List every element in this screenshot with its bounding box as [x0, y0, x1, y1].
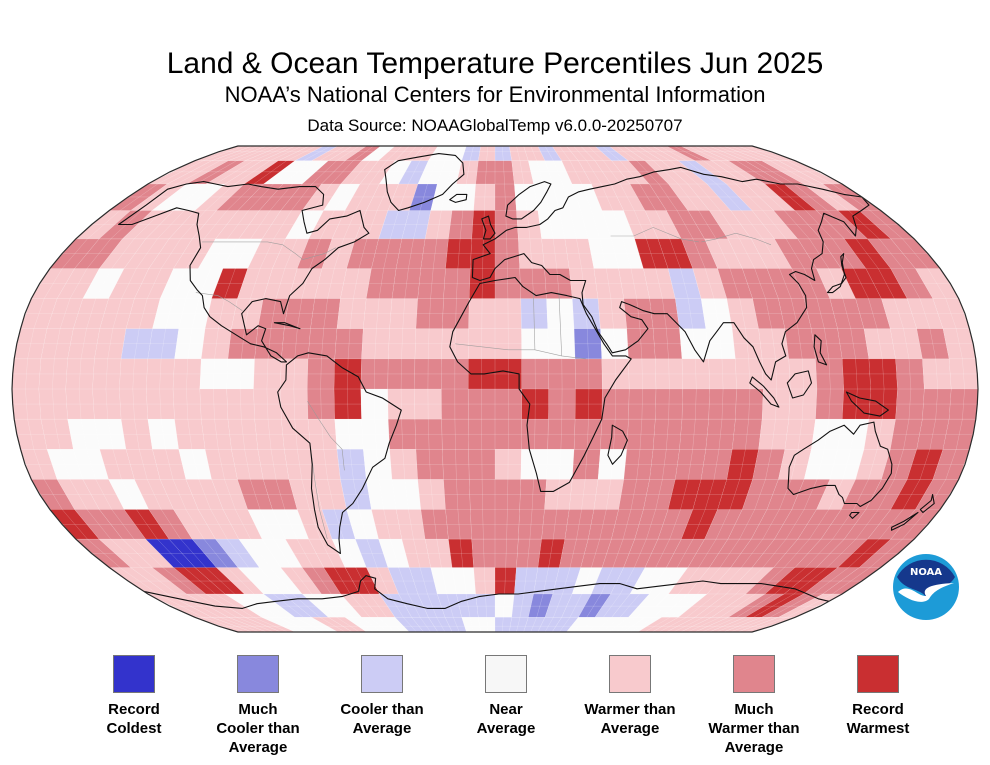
data-source-label: Data Source: NOAAGlobalTemp v6.0.0-20250… — [307, 116, 683, 135]
noaa-logo: NOAA — [893, 554, 959, 620]
noaa-seagull-icon — [898, 583, 954, 602]
legend-color-swatch — [361, 655, 403, 693]
legend-label: Much Cooler than Average — [216, 701, 300, 756]
legend-color-swatch — [113, 655, 155, 693]
header: Land & Ocean Temperature Percentiles Jun… — [0, 0, 990, 136]
legend-item: Warmer than Average — [568, 655, 692, 757]
legend-label: Much Warmer than Average — [708, 701, 800, 756]
legend-color-swatch — [609, 655, 651, 693]
legend-item: Record Warmest — [816, 655, 940, 757]
legend-color-swatch — [857, 655, 899, 693]
legend-color-swatch — [237, 655, 279, 693]
legend-label: Record Warmest — [846, 701, 910, 737]
legend-item: Cooler than Average — [320, 655, 444, 757]
legend-item: Much Warmer than Average — [692, 655, 816, 757]
page-title: Land & Ocean Temperature Percentiles Jun… — [166, 47, 824, 80]
legend-item: Much Cooler than Average — [196, 655, 320, 757]
legend-label: Record Coldest — [106, 701, 162, 737]
legend-item: Near Average — [444, 655, 568, 757]
page-subtitle: NOAA’s National Centers for Environmenta… — [224, 82, 766, 107]
legend-color-swatch — [733, 655, 775, 693]
legend-label: Near Average — [476, 701, 536, 737]
legend-item: Record Coldest — [72, 655, 196, 757]
legend-label: Warmer than Average — [584, 701, 676, 737]
legend-color-swatch — [485, 655, 527, 693]
noaa-logo-text: NOAA — [910, 567, 942, 578]
legend-label: Cooler than Average — [340, 701, 424, 737]
legend: Record Coldest Much Cooler than Average Coole… — [72, 655, 940, 757]
